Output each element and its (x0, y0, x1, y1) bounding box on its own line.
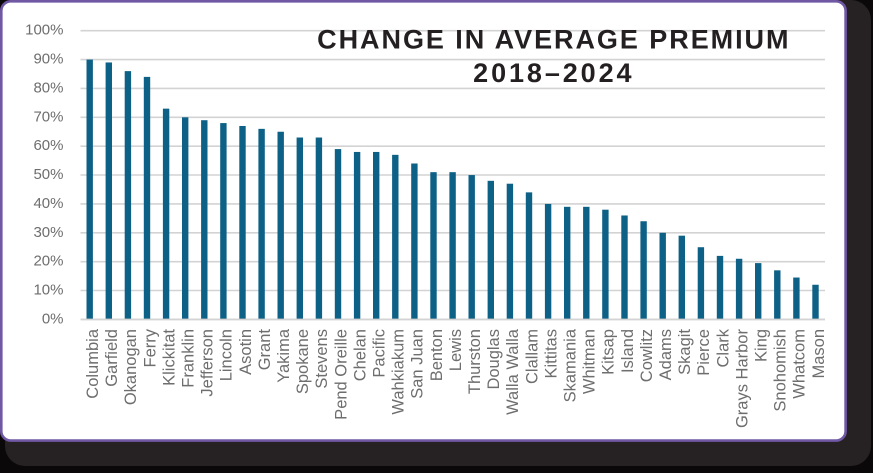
svg-text:Whitman: Whitman (581, 329, 599, 394)
svg-text:2018–2024: 2018–2024 (473, 58, 634, 88)
svg-text:Lewis: Lewis (447, 329, 465, 371)
svg-text:20%: 20% (33, 253, 63, 270)
svg-text:Pierce: Pierce (695, 329, 713, 376)
svg-text:80%: 80% (33, 79, 63, 96)
svg-text:Yakima: Yakima (275, 328, 293, 383)
svg-text:Snohomish: Snohomish (772, 329, 790, 412)
svg-text:Ferry: Ferry (141, 328, 159, 367)
svg-text:Island: Island (619, 329, 637, 373)
svg-text:30%: 30% (33, 224, 63, 241)
svg-text:Spokane: Spokane (294, 329, 312, 394)
svg-text:Kittitas: Kittitas (542, 329, 560, 379)
svg-text:Whatcom: Whatcom (791, 329, 809, 399)
svg-text:Grant: Grant (256, 329, 274, 371)
svg-text:Garfield: Garfield (103, 329, 121, 387)
svg-text:Clallam: Clallam (523, 329, 541, 384)
svg-text:Wahkiakum: Wahkiakum (390, 329, 408, 415)
svg-text:Skagit: Skagit (676, 329, 694, 375)
svg-text:Okanogan: Okanogan (122, 329, 140, 405)
svg-text:Mason: Mason (810, 329, 828, 379)
svg-text:Benton: Benton (428, 329, 446, 381)
svg-text:King: King (753, 329, 771, 362)
svg-text:Jefferson: Jefferson (199, 329, 217, 397)
svg-text:Klickitat: Klickitat (160, 329, 178, 386)
svg-text:Columbia: Columbia (84, 328, 102, 399)
svg-text:40%: 40% (33, 195, 63, 212)
svg-text:Kitsap: Kitsap (600, 329, 618, 375)
svg-text:Stevens: Stevens (313, 329, 331, 389)
svg-text:Adams: Adams (657, 329, 675, 380)
svg-text:CHANGE IN AVERAGE PREMIUM: CHANGE IN AVERAGE PREMIUM (317, 25, 790, 55)
svg-text:70%: 70% (33, 108, 63, 125)
svg-text:Pend Oreille: Pend Oreille (332, 329, 350, 420)
svg-text:Clark: Clark (714, 328, 732, 367)
svg-text:Douglas: Douglas (485, 329, 503, 390)
svg-text:Franklin: Franklin (180, 329, 198, 388)
svg-text:60%: 60% (33, 137, 63, 154)
svg-text:Cowlitz: Cowlitz (638, 329, 656, 382)
svg-text:Pacific: Pacific (371, 329, 389, 378)
svg-text:100%: 100% (25, 22, 63, 39)
svg-text:Thurston: Thurston (466, 329, 484, 394)
svg-text:Skamania: Skamania (562, 328, 580, 402)
svg-text:San Juan: San Juan (409, 329, 427, 399)
svg-text:Chelan: Chelan (351, 329, 369, 381)
svg-text:90%: 90% (33, 51, 63, 68)
svg-text:Grays Harbor: Grays Harbor (733, 329, 751, 429)
svg-text:0%: 0% (42, 310, 64, 327)
svg-text:10%: 10% (33, 282, 63, 299)
svg-text:Asotin: Asotin (237, 329, 255, 375)
svg-text:Walla Walla: Walla Walla (504, 328, 522, 415)
svg-text:50%: 50% (33, 166, 63, 183)
svg-text:Lincoln: Lincoln (218, 329, 236, 381)
